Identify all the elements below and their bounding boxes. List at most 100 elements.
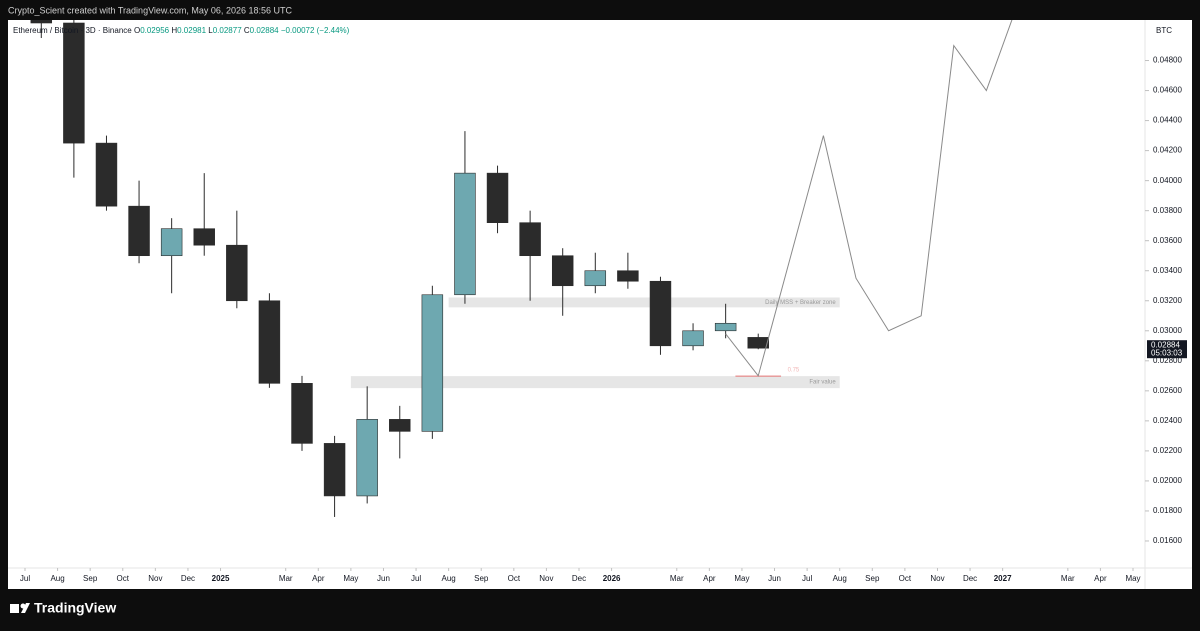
- x-tick-label: 2025: [212, 574, 230, 583]
- x-tick-label: Aug: [442, 574, 456, 583]
- o-label: O: [134, 26, 140, 35]
- x-tick-label: Aug: [833, 574, 847, 583]
- x-tick-label: Sep: [83, 574, 98, 583]
- low: 0.02877: [213, 26, 242, 35]
- candle-body: [193, 228, 215, 246]
- candle-body: [258, 300, 281, 384]
- x-tick-label: Jul: [802, 574, 812, 583]
- x-tick-label: Mar: [279, 574, 293, 583]
- close: 0.02884: [250, 26, 279, 35]
- footer-brand: TradingView: [34, 600, 116, 616]
- x-tick-label: Jul: [20, 574, 30, 583]
- axes: 0.01600 0.01800 0.02000 0.02200 0.02400 0.026…: [20, 56, 1187, 583]
- y-tick-label: 0.04000: [1153, 176, 1182, 185]
- x-tick-label: Aug: [50, 574, 64, 583]
- x-tick-label: Jun: [377, 574, 390, 583]
- x-tick-label: Nov: [148, 574, 162, 583]
- symbol-name: Ethereum / Bitcoin · 3D · Binance: [13, 26, 132, 35]
- fib-label: 0.75: [788, 368, 800, 374]
- candle-body: [323, 443, 346, 497]
- plot: Daily MSS + Breaker zone Fair value 0.75: [30, 20, 1013, 517]
- banner: Crypto_Scient created with TradingView.c…: [8, 5, 292, 15]
- x-tick-label: 2026: [603, 574, 621, 583]
- x-tick-label: Sep: [474, 574, 489, 583]
- y-tick-label: 0.04400: [1153, 116, 1182, 125]
- x-tick-label: Nov: [930, 574, 944, 583]
- y-tick-label: 0.01800: [1153, 506, 1182, 515]
- y-tick-label: 0.03400: [1153, 266, 1182, 275]
- x-tick-label: 2027: [994, 574, 1012, 583]
- x-tick-label: Jun: [768, 574, 781, 583]
- price-tag: 0.02884: [1151, 340, 1180, 349]
- candle-body: [454, 172, 476, 296]
- footer-logo: TradingView: [10, 600, 116, 616]
- candle-body: [95, 142, 118, 207]
- zone-label: Daily MSS + Breaker zone: [765, 300, 836, 306]
- logo-slash: [21, 603, 30, 613]
- h-label: H: [171, 26, 177, 35]
- currency: BTC: [1156, 26, 1172, 35]
- x-tick-label: May: [1125, 574, 1140, 583]
- y-tick-label: 0.03600: [1153, 236, 1182, 245]
- x-tick-label: May: [343, 574, 358, 583]
- y-tick-label: 0.03200: [1153, 296, 1182, 305]
- candle-body: [291, 383, 313, 444]
- x-tick-label: Apr: [312, 574, 325, 583]
- price-tag-box: [1147, 340, 1187, 359]
- x-tick-label: Jul: [411, 574, 421, 583]
- open: 0.02956: [140, 26, 169, 35]
- candle-body: [551, 255, 574, 287]
- candle-body: [421, 294, 444, 432]
- candle-body: [747, 337, 769, 349]
- y-tick-label: 0.03800: [1153, 206, 1182, 215]
- candle-body: [519, 222, 541, 257]
- high: 0.02981: [177, 26, 206, 35]
- x-tick-label: Apr: [703, 574, 716, 583]
- symbol: Ethereum / Bitcoin · 3D · Binance O0.029…: [13, 26, 350, 35]
- x-tick-label: Dec: [181, 574, 195, 583]
- y-tick-label: 0.02600: [1153, 386, 1182, 395]
- x-tick-label: Dec: [963, 574, 977, 583]
- change: −0.00072 (−2.44%): [281, 26, 350, 35]
- x-tick-label: Sep: [865, 574, 880, 583]
- candle-body: [30, 20, 53, 24]
- x-tick-label: May: [734, 574, 749, 583]
- candle-body: [226, 244, 248, 302]
- candle-body: [682, 330, 704, 347]
- countdown: 05:03:03: [1151, 348, 1183, 357]
- y-tick-label: 0.04600: [1153, 86, 1182, 95]
- candle-body: [63, 22, 85, 144]
- y-tick-label: 0.02000: [1153, 476, 1182, 485]
- y-tick-label: 0.03000: [1153, 326, 1182, 335]
- zone: [448, 297, 840, 308]
- candle-body: [649, 280, 672, 347]
- candle-body: [389, 419, 411, 432]
- x-tick-label: Mar: [670, 574, 684, 583]
- y-tick-label: 0.02800: [1153, 356, 1182, 365]
- zone-label: Fair value: [809, 380, 836, 386]
- y-tick-label: 0.02400: [1153, 416, 1182, 425]
- x-tick-label: Apr: [1094, 574, 1107, 583]
- x-tick-label: Oct: [899, 574, 912, 583]
- legend: Ethereum / Bitcoin · 3D · Binance O0.029…: [13, 26, 350, 35]
- candle-body: [160, 228, 183, 257]
- logo-block: [10, 604, 19, 613]
- l-label: L: [208, 26, 213, 35]
- x-tick-label: Mar: [1061, 574, 1075, 583]
- candle-body: [714, 322, 737, 332]
- candle-body: [356, 419, 378, 497]
- c-label: C: [244, 26, 250, 35]
- projection-path: [725, 20, 1013, 377]
- x-tick-label: Oct: [117, 574, 130, 583]
- candle-body: [617, 270, 639, 282]
- y-tick-label: 0.02200: [1153, 446, 1182, 455]
- candle-body: [584, 270, 607, 287]
- candle-body: [486, 172, 509, 223]
- x-tick-label: Oct: [508, 574, 521, 583]
- zone: [350, 376, 840, 389]
- x-tick-label: Dec: [572, 574, 586, 583]
- x-tick-label: Nov: [539, 574, 553, 583]
- y-tick-label: 0.01600: [1153, 536, 1182, 545]
- y-tick-label: 0.04200: [1153, 146, 1182, 155]
